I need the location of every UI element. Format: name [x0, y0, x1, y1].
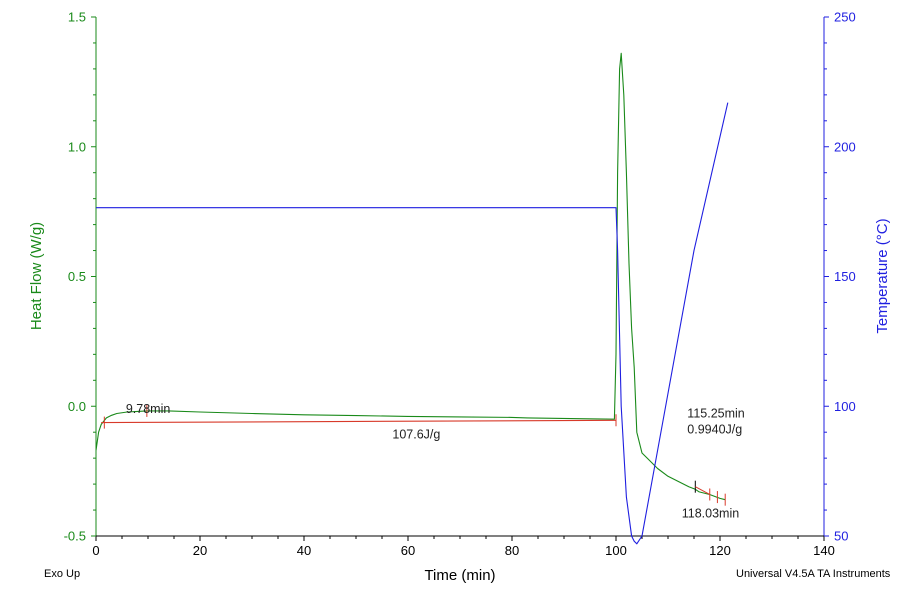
x-tick-label: 20	[193, 543, 207, 558]
annotation-label: 0.9940J/g	[687, 423, 742, 437]
y-left-tick-label: 0.5	[68, 269, 86, 284]
exo-up-label: Exo Up	[44, 568, 81, 580]
y-right-tick-label: 200	[834, 139, 856, 154]
y-left-axis-title: Heat Flow (W/g)	[28, 222, 45, 330]
x-tick-label: 40	[297, 543, 311, 558]
x-tick-label: 80	[505, 543, 519, 558]
y-left-tick-label: 1.0	[68, 139, 86, 154]
x-tick-label: 100	[605, 543, 627, 558]
y-right-tick-label: 250	[834, 10, 856, 25]
x-tick-label: 60	[401, 543, 415, 558]
software-version-label: Universal V4.5A TA Instruments	[736, 568, 891, 580]
temperature-line	[96, 102, 729, 545]
annotation-label: 9.78min	[126, 402, 171, 416]
heat-flow-line	[95, 52, 726, 501]
x-tick-label: 120	[709, 543, 731, 558]
y-left-tick-label: 1.5	[68, 10, 86, 25]
peak-baseline-segment	[695, 486, 710, 495]
y-right-tick-label: 150	[834, 269, 856, 284]
annotation-label: 115.25min	[687, 407, 744, 421]
annotation-label: 107.6J/g	[392, 428, 440, 442]
y-right-axis-title: Temperature (°C)	[874, 218, 891, 333]
x-axis-title: Time (min)	[424, 567, 495, 584]
integration-baseline	[101, 419, 617, 424]
y-right-tick-label: 100	[834, 399, 856, 414]
annotation-label: 118.03min	[682, 506, 739, 520]
y-right-tick-label: 50	[834, 529, 848, 544]
x-tick-label: 140	[813, 543, 835, 558]
x-tick-label: 0	[92, 543, 99, 558]
y-left-tick-label: 0.0	[68, 399, 86, 414]
y-left-tick-label: -0.5	[64, 529, 86, 544]
